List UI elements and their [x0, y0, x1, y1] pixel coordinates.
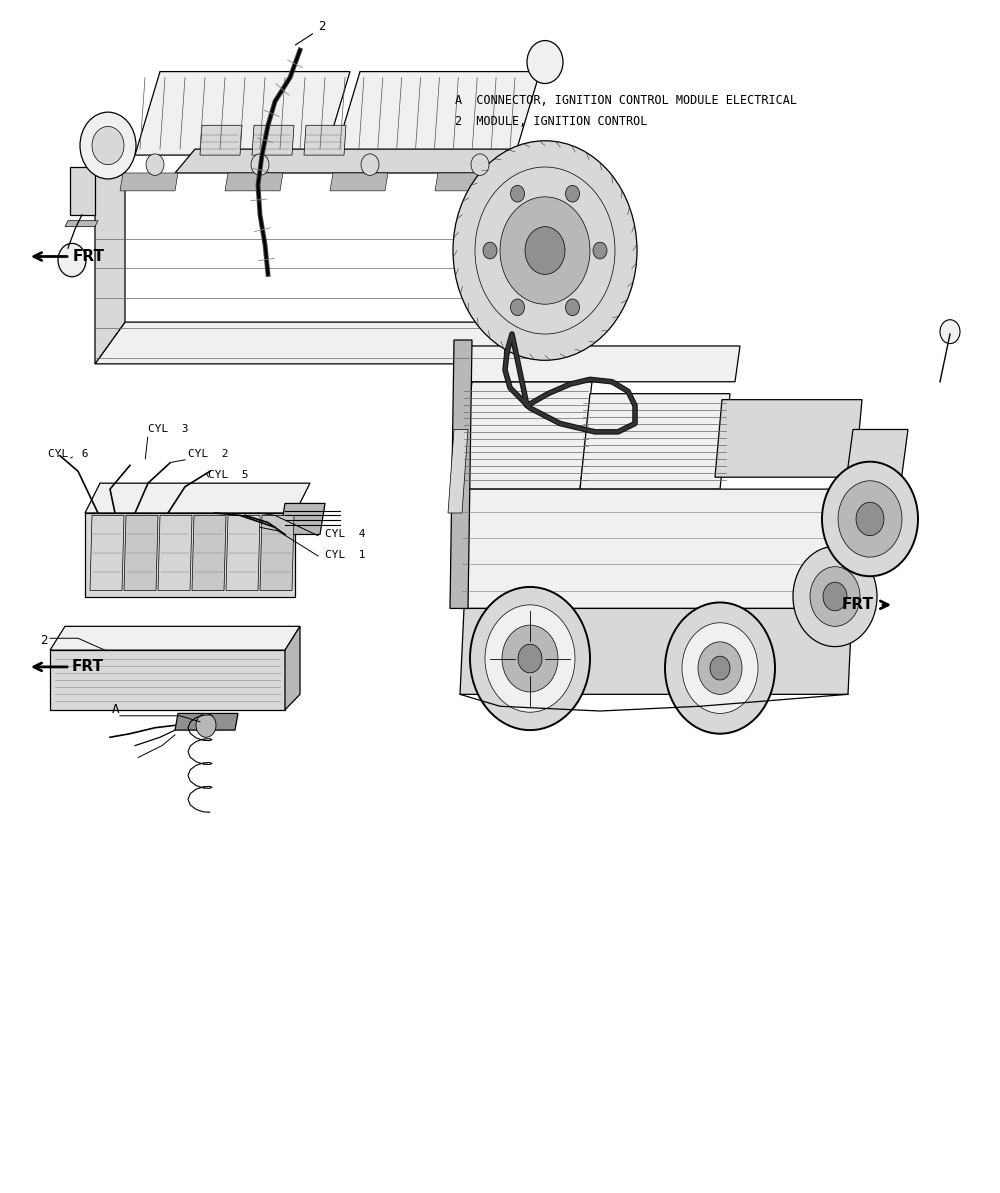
Circle shape	[251, 154, 269, 175]
Polygon shape	[304, 125, 346, 155]
Circle shape	[453, 141, 637, 360]
Text: 2: 2	[318, 20, 326, 33]
Polygon shape	[95, 155, 125, 364]
Polygon shape	[50, 650, 285, 710]
Circle shape	[593, 242, 607, 259]
Circle shape	[483, 242, 497, 259]
Polygon shape	[85, 483, 310, 513]
Polygon shape	[226, 515, 260, 591]
Circle shape	[823, 582, 847, 611]
Polygon shape	[120, 173, 178, 191]
Polygon shape	[285, 626, 300, 710]
Circle shape	[793, 546, 877, 647]
Text: FRT: FRT	[72, 660, 104, 674]
Polygon shape	[90, 515, 124, 591]
Circle shape	[665, 602, 775, 734]
Text: A: A	[112, 703, 120, 716]
Polygon shape	[252, 125, 294, 155]
Polygon shape	[335, 72, 540, 155]
Circle shape	[698, 642, 742, 694]
Polygon shape	[200, 125, 242, 155]
Circle shape	[361, 154, 379, 175]
Polygon shape	[845, 429, 908, 489]
Text: CYL  4: CYL 4	[325, 530, 366, 539]
Polygon shape	[158, 515, 192, 591]
Circle shape	[566, 299, 580, 316]
Polygon shape	[280, 503, 325, 534]
Text: A  CONNECTOR, IGNITION CONTROL MODULE ELECTRICAL: A CONNECTOR, IGNITION CONTROL MODULE ELE…	[455, 94, 797, 107]
Text: CYL  2: CYL 2	[188, 450, 228, 459]
Polygon shape	[135, 72, 350, 155]
Polygon shape	[70, 167, 95, 215]
Text: CYL  6: CYL 6	[48, 450, 88, 459]
Text: CYL  5: CYL 5	[208, 470, 248, 480]
Polygon shape	[50, 626, 300, 650]
Circle shape	[511, 185, 525, 202]
Text: FRT: FRT	[842, 598, 874, 612]
Polygon shape	[175, 149, 510, 173]
Polygon shape	[460, 608, 852, 694]
Circle shape	[710, 656, 730, 680]
Circle shape	[485, 605, 575, 712]
Circle shape	[856, 502, 884, 536]
Circle shape	[511, 299, 525, 316]
Polygon shape	[192, 515, 226, 591]
Circle shape	[527, 41, 563, 84]
Polygon shape	[260, 515, 294, 591]
Circle shape	[525, 227, 565, 274]
Circle shape	[500, 197, 590, 304]
Polygon shape	[65, 221, 98, 227]
Text: 2  MODULE, IGNITION CONTROL: 2 MODULE, IGNITION CONTROL	[455, 115, 647, 128]
Text: FRT: FRT	[73, 249, 105, 264]
Polygon shape	[715, 400, 862, 477]
Polygon shape	[85, 513, 295, 596]
Polygon shape	[435, 173, 493, 191]
Circle shape	[471, 154, 489, 175]
Circle shape	[80, 112, 136, 179]
Circle shape	[682, 623, 758, 713]
Circle shape	[822, 462, 918, 576]
Circle shape	[838, 481, 902, 557]
Circle shape	[566, 185, 580, 202]
Circle shape	[196, 713, 216, 737]
Circle shape	[92, 126, 124, 165]
Circle shape	[940, 320, 960, 344]
Polygon shape	[124, 515, 158, 591]
Polygon shape	[460, 489, 858, 608]
Text: 2: 2	[40, 633, 48, 647]
Polygon shape	[225, 173, 283, 191]
Polygon shape	[448, 429, 468, 513]
Circle shape	[58, 243, 86, 277]
Polygon shape	[95, 322, 570, 364]
Polygon shape	[175, 713, 238, 730]
Polygon shape	[540, 155, 570, 364]
Polygon shape	[580, 394, 730, 489]
Polygon shape	[460, 346, 740, 382]
Text: CYL  3: CYL 3	[148, 425, 188, 434]
Circle shape	[470, 587, 590, 730]
Polygon shape	[330, 173, 388, 191]
Circle shape	[146, 154, 164, 175]
Circle shape	[810, 567, 860, 626]
Text: CYL  1: CYL 1	[325, 550, 366, 560]
Polygon shape	[450, 340, 472, 608]
Polygon shape	[460, 382, 592, 489]
Circle shape	[502, 625, 558, 692]
Circle shape	[518, 644, 542, 673]
